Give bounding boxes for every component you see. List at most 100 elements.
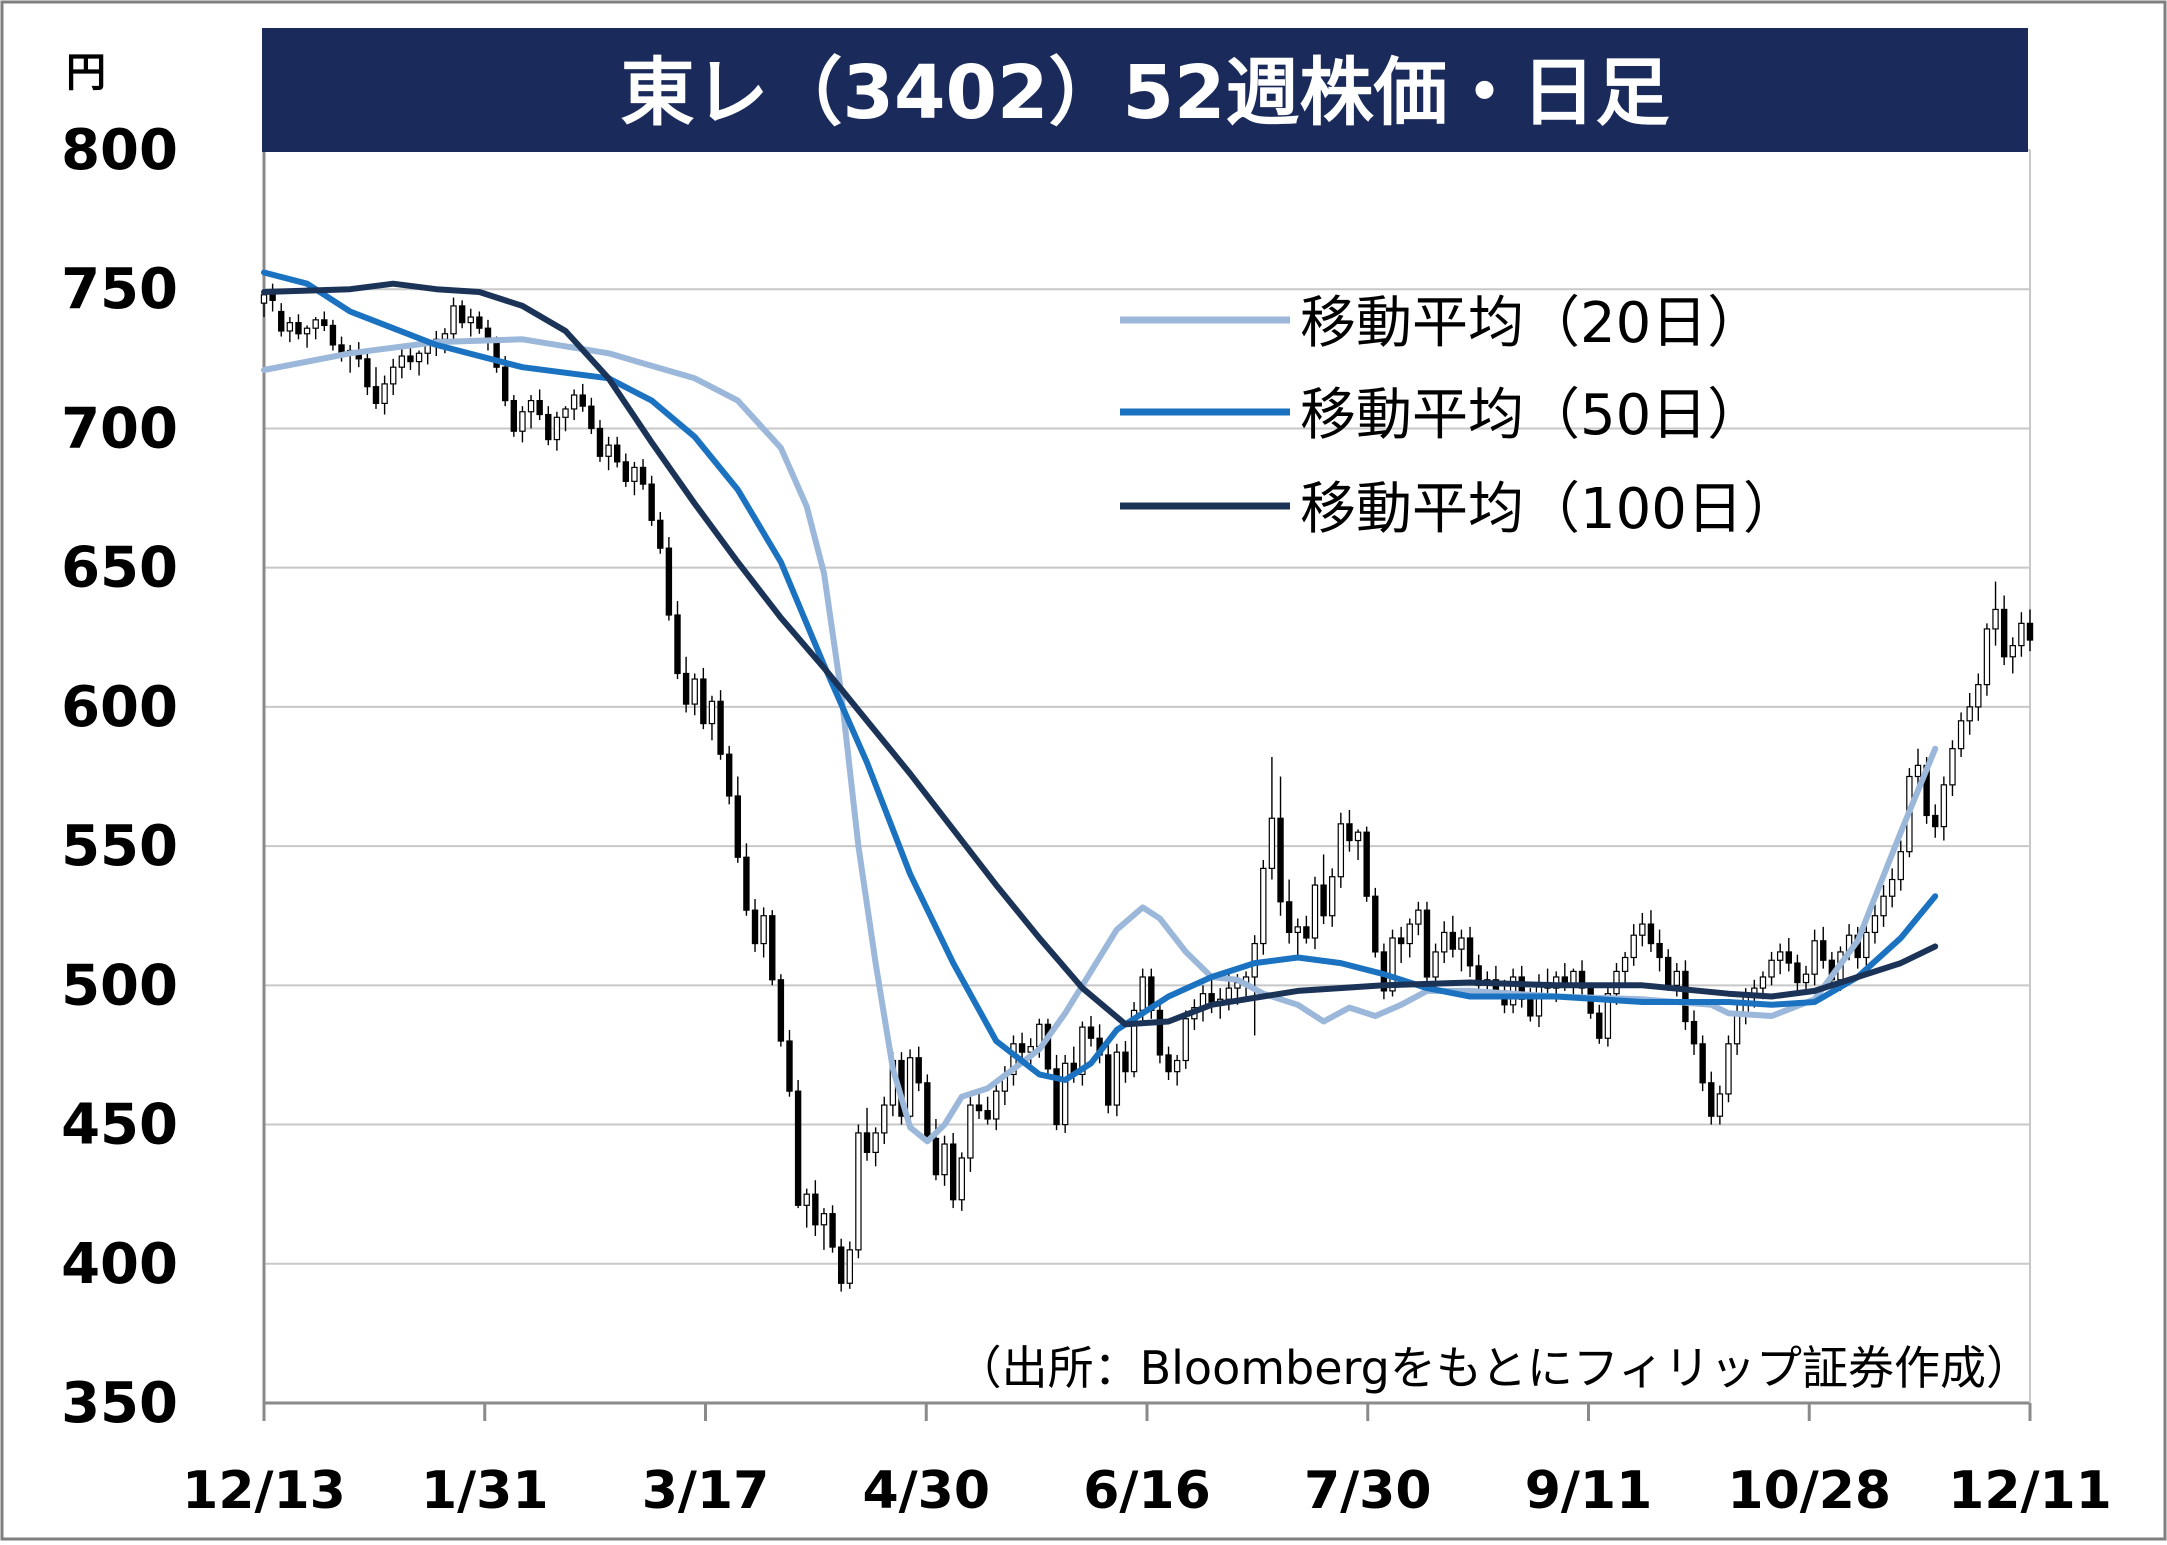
candle-body	[958, 1157, 965, 1201]
candle-body	[1596, 1012, 1603, 1039]
candle-68	[846, 1241, 853, 1289]
x-tick-label-1: 1/31	[421, 1461, 549, 1521]
candle-106	[1173, 1054, 1181, 1086]
candle-187	[1871, 904, 1879, 944]
candle-body	[579, 394, 586, 407]
candle-92	[1053, 1054, 1060, 1131]
candle-14	[381, 375, 388, 415]
candle-62	[794, 1080, 802, 1209]
y-tick-label-700: 700	[61, 396, 178, 461]
candle-body	[303, 327, 311, 335]
candle-120	[1294, 918, 1301, 955]
y-tick-label-650: 650	[61, 536, 178, 601]
candle-body	[1018, 1043, 1026, 1053]
x-tick-label-5: 7/30	[1304, 1461, 1432, 1521]
candle-37	[579, 383, 586, 412]
candle-body	[605, 444, 612, 457]
candle-15	[390, 358, 397, 396]
candle-body	[570, 394, 578, 410]
candle-body	[751, 909, 759, 945]
candle-body	[648, 483, 655, 521]
x-tick-label-2: 3/17	[642, 1461, 770, 1521]
candle-body	[1389, 937, 1396, 992]
candle-body	[794, 1090, 802, 1206]
candle-69	[855, 1124, 862, 1259]
candle-body	[639, 466, 647, 485]
candle-body	[1785, 951, 1792, 964]
candle-137	[1441, 921, 1448, 964]
candle-127	[1354, 829, 1362, 861]
candle-43	[631, 461, 638, 496]
candle-body	[1708, 1082, 1715, 1117]
candle-body	[1716, 1093, 1724, 1117]
moving-averages	[261, 269, 1939, 1145]
candle-176	[1776, 943, 1784, 975]
candle-61	[786, 1029, 793, 1097]
candle-167	[1699, 1035, 1706, 1092]
candle-body	[820, 1213, 828, 1226]
candle-body	[734, 795, 742, 858]
candle-body	[1208, 993, 1215, 1003]
candle-7	[321, 311, 328, 331]
y-tick-label-450: 450	[61, 1093, 178, 1158]
candle-body	[286, 322, 294, 332]
candle-162	[1656, 929, 1663, 972]
candle-body	[1285, 901, 1293, 934]
candle-23	[458, 300, 466, 329]
candle-body	[769, 915, 776, 981]
candle-59	[769, 910, 776, 986]
candle-105	[1165, 1046, 1172, 1081]
candle-79	[941, 1135, 948, 1186]
candle-body	[717, 700, 724, 755]
candle-body	[329, 324, 337, 346]
candle-body	[829, 1213, 836, 1248]
candle-body	[441, 333, 449, 340]
candle-57	[751, 899, 759, 952]
candle-body	[476, 316, 483, 329]
candle-body	[881, 1104, 888, 1134]
legend-entry-1: 移動平均（50日）	[1120, 383, 1763, 448]
candle-75	[906, 1049, 914, 1128]
candle-body	[613, 444, 621, 463]
candle-190	[1897, 840, 1904, 891]
candle-40	[605, 436, 612, 471]
candle-body	[631, 466, 638, 482]
candle-body	[321, 319, 328, 327]
candle-54	[725, 745, 733, 805]
candle-body	[1337, 823, 1345, 878]
candle-126	[1346, 809, 1353, 852]
candle-body	[1888, 878, 1896, 897]
candle-36	[570, 389, 578, 421]
candle-body	[1794, 962, 1801, 984]
candle-45	[648, 475, 655, 526]
candle-56	[743, 843, 750, 916]
candle-101	[1130, 1002, 1138, 1078]
candle-body	[837, 1246, 845, 1284]
x-tick-label-4: 6/16	[1083, 1461, 1211, 1521]
candle-body	[381, 383, 388, 404]
candle-body	[1690, 1020, 1698, 1045]
candle-body	[812, 1193, 819, 1226]
candle-body	[1880, 895, 1887, 917]
candle-body	[932, 1137, 940, 1176]
candle-12	[364, 350, 371, 396]
y-tick-label-500: 500	[61, 953, 178, 1018]
candle-body	[975, 1104, 983, 1112]
candle-body	[1725, 1043, 1732, 1095]
candle-1	[269, 283, 276, 312]
candle-13	[372, 367, 380, 409]
candle-104	[1156, 1002, 1164, 1064]
candle-body	[1303, 926, 1310, 939]
candle-body	[1130, 1009, 1138, 1073]
candle-body	[458, 305, 466, 324]
chart-title: 東レ（3402）52週株価・日足	[621, 50, 1670, 136]
candle-body	[846, 1249, 853, 1284]
legend-entry-2: 移動平均（100日）	[1120, 477, 1799, 542]
candle-body	[1311, 884, 1319, 939]
candle-body	[725, 753, 733, 797]
candle-body	[1932, 814, 1939, 828]
candle-body	[872, 1132, 879, 1154]
candle-135	[1423, 901, 1431, 986]
candle-32	[536, 389, 543, 421]
